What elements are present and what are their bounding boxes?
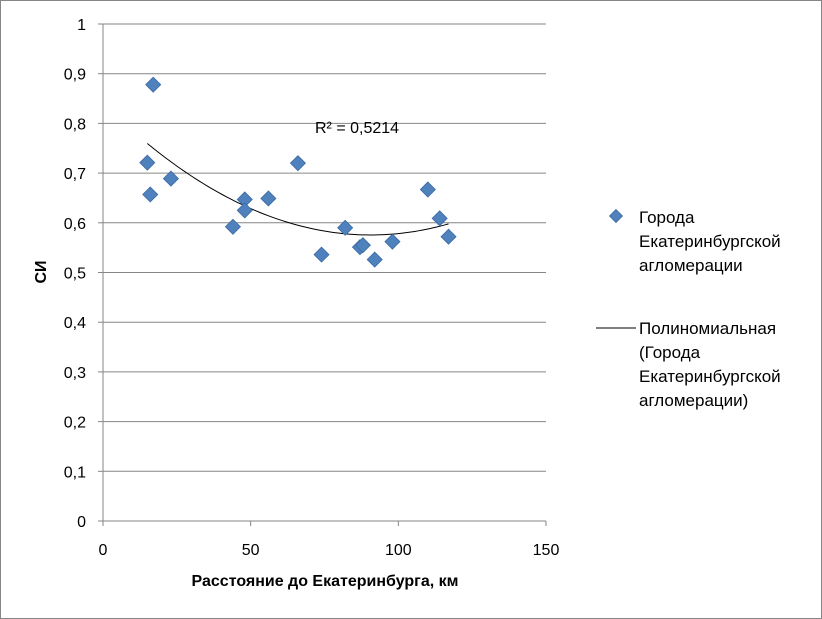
legend-marker-series xyxy=(608,208,624,224)
y-tick-labels: 0 0,1 0,2 0,3 0,4 0,5 0,6 0,7 0,8 0,9 1 xyxy=(64,17,86,531)
data-point xyxy=(440,228,457,245)
legend-label-series: Города xyxy=(639,208,695,227)
y-tick-label: 0,6 xyxy=(64,216,86,233)
data-point xyxy=(289,155,306,172)
legend-label-series: агломерации xyxy=(639,256,743,275)
y-tick-label: 0,3 xyxy=(64,365,86,382)
data-point xyxy=(142,186,159,203)
x-axis-title: Расстояние до Екатеринбурга, км xyxy=(192,573,459,590)
y-tick-label: 0,4 xyxy=(64,315,86,332)
x-tick-label: 50 xyxy=(242,542,260,559)
y-tick-label: 0,5 xyxy=(64,266,86,283)
data-point xyxy=(431,210,448,227)
data-points xyxy=(139,76,457,268)
data-point xyxy=(354,237,371,254)
data-point xyxy=(162,170,179,187)
y-tick-label: 0,2 xyxy=(64,415,86,432)
legend-label-trendline: (Города xyxy=(639,343,701,362)
trendline xyxy=(146,143,449,236)
gridlines xyxy=(98,23,547,526)
data-point xyxy=(384,233,401,250)
x-tick-label: 0 xyxy=(99,542,108,559)
y-tick-label: 0 xyxy=(77,514,86,531)
data-point xyxy=(419,181,436,198)
legend-label-trendline: Екатеринбургской xyxy=(639,367,781,386)
data-point xyxy=(236,202,253,219)
r-squared-label: R² = 0,5214 xyxy=(315,120,399,137)
y-tick-label: 0,1 xyxy=(64,464,86,481)
x-tick-label: 150 xyxy=(533,542,560,559)
legend: Города Екатеринбургской агломерации Полином… xyxy=(596,208,781,410)
data-point xyxy=(337,219,354,236)
data-point xyxy=(366,251,383,268)
y-axis-title: СИ xyxy=(33,260,50,283)
data-point xyxy=(224,218,242,235)
legend-label-trendline: Полиномиальная xyxy=(639,319,776,338)
data-point xyxy=(260,190,277,207)
legend-label-series: Екатеринбургской xyxy=(639,232,781,251)
x-tick-label: 100 xyxy=(385,542,412,559)
y-tick-label: 0,7 xyxy=(64,166,86,183)
data-point xyxy=(313,246,330,263)
x-tick-labels: 0 50 100 150 xyxy=(99,542,560,559)
y-tick-label: 0,9 xyxy=(64,67,86,84)
y-tick-label: 1 xyxy=(77,17,86,34)
data-point xyxy=(139,154,156,171)
data-point xyxy=(145,76,162,93)
legend-label-trendline: агломерации) xyxy=(639,391,748,410)
y-tick-label: 0,8 xyxy=(64,116,86,133)
